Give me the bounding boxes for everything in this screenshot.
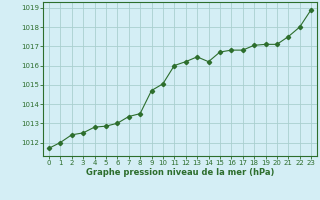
X-axis label: Graphe pression niveau de la mer (hPa): Graphe pression niveau de la mer (hPa) — [86, 168, 274, 177]
